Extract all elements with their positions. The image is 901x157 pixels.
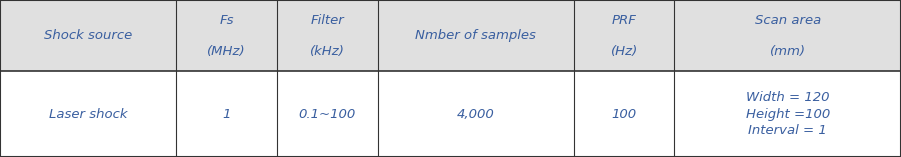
Text: (MHz): (MHz) xyxy=(207,45,246,58)
Text: 0.1~100: 0.1~100 xyxy=(298,108,356,121)
Text: (Hz): (Hz) xyxy=(611,45,638,58)
Text: (kHz): (kHz) xyxy=(310,45,344,58)
Text: Scan area: Scan area xyxy=(755,14,821,27)
Text: Laser shock: Laser shock xyxy=(49,108,127,121)
Text: Interval = 1: Interval = 1 xyxy=(749,124,827,137)
Bar xyxy=(0,0,901,71)
Text: Nmber of samples: Nmber of samples xyxy=(415,29,536,42)
Text: PRF: PRF xyxy=(612,14,637,27)
Text: 1: 1 xyxy=(223,108,231,121)
Text: Filter: Filter xyxy=(310,14,344,27)
Text: Width = 120: Width = 120 xyxy=(746,91,830,104)
Text: Height =100: Height =100 xyxy=(746,108,830,121)
Text: 4,000: 4,000 xyxy=(457,108,495,121)
Text: (mm): (mm) xyxy=(769,45,805,58)
Text: Shock source: Shock source xyxy=(44,29,132,42)
Text: Fs: Fs xyxy=(219,14,233,27)
Text: 100: 100 xyxy=(612,108,637,121)
Bar xyxy=(0,71,901,157)
